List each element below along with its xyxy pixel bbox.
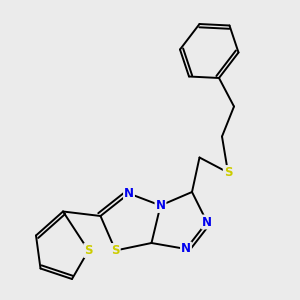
Text: N: N <box>155 199 166 212</box>
Text: S: S <box>111 244 120 257</box>
Text: N: N <box>181 242 191 256</box>
Text: N: N <box>202 215 212 229</box>
Text: N: N <box>124 187 134 200</box>
Text: S: S <box>84 244 93 257</box>
Text: S: S <box>224 166 232 179</box>
